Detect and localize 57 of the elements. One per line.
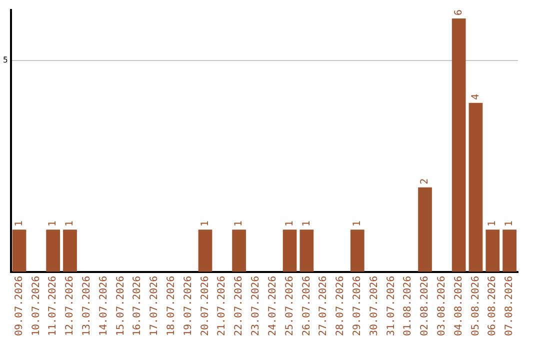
bar: [486, 230, 500, 272]
bar: [350, 230, 364, 272]
data-label: 1: [14, 220, 25, 227]
x-tick-label: 05.08.2026: [470, 276, 482, 336]
data-label: 1: [352, 220, 363, 227]
bar: [282, 230, 297, 272]
x-tick-label: 24.07.2026: [267, 276, 278, 336]
data-label: 1: [200, 220, 211, 227]
data-label: 6: [453, 9, 464, 16]
x-tick-label: 19.07.2026: [182, 276, 194, 336]
x-tick-label: 03.08.2026: [436, 276, 448, 336]
bar: [63, 230, 77, 272]
x-tick-label: 17.07.2026: [149, 276, 160, 336]
x-tick-label: 06.08.2026: [487, 276, 498, 336]
x-tick-label: 27.07.2026: [318, 276, 330, 336]
data-label: 1: [504, 220, 516, 227]
data-label: 1: [234, 220, 245, 227]
data-label: 1: [48, 220, 59, 227]
x-tick-label: 26.07.2026: [301, 276, 312, 336]
x-tick-label: 15.07.2026: [115, 276, 126, 336]
data-label: 4: [470, 94, 482, 100]
x-tick-label: 07.08.2026: [504, 276, 516, 336]
x-tick-label: 10.07.2026: [30, 276, 42, 336]
bar: [468, 102, 483, 272]
data-label: 1: [64, 220, 76, 227]
data-label: 1: [301, 220, 312, 227]
x-tick-label: 22.07.2026: [234, 276, 245, 336]
y-tick-label: 5: [2, 56, 8, 65]
x-tick-label: 16.07.2026: [132, 276, 144, 336]
bar: [418, 187, 432, 272]
x-tick-label: 30.07.2026: [368, 276, 380, 336]
x-tick-label: 18.07.2026: [166, 276, 178, 336]
x-tick-label: 11.07.2026: [48, 276, 59, 336]
x-tick-label: 23.07.2026: [250, 276, 262, 336]
x-tick-label: 14.07.2026: [98, 276, 110, 336]
x-tick-label: 12.07.2026: [64, 276, 76, 336]
data-label: 1: [487, 220, 498, 227]
bar: [46, 230, 60, 272]
bar: [232, 230, 246, 272]
x-tick-label: 20.07.2026: [200, 276, 211, 336]
x-tick-label: 25.07.2026: [284, 276, 296, 336]
bar: [452, 18, 466, 272]
x-tick-label: 01.08.2026: [402, 276, 414, 336]
bar: [300, 230, 314, 272]
bar: [12, 230, 26, 272]
bar: [502, 230, 516, 272]
data-label: 1: [284, 220, 296, 227]
x-tick-label: 09.07.2026: [14, 276, 25, 336]
x-tick-label: 31.07.2026: [386, 276, 397, 336]
x-tick-label: 04.08.2026: [453, 276, 464, 336]
x-tick-label: 29.07.2026: [352, 276, 363, 336]
x-tick-label: 13.07.2026: [81, 276, 92, 336]
x-tick-label: 02.08.2026: [420, 276, 431, 336]
data-label: 2: [420, 178, 431, 184]
bar: [198, 230, 212, 272]
x-tick-label: 21.07.2026: [216, 276, 228, 336]
x-tick-label: 28.07.2026: [335, 276, 346, 336]
